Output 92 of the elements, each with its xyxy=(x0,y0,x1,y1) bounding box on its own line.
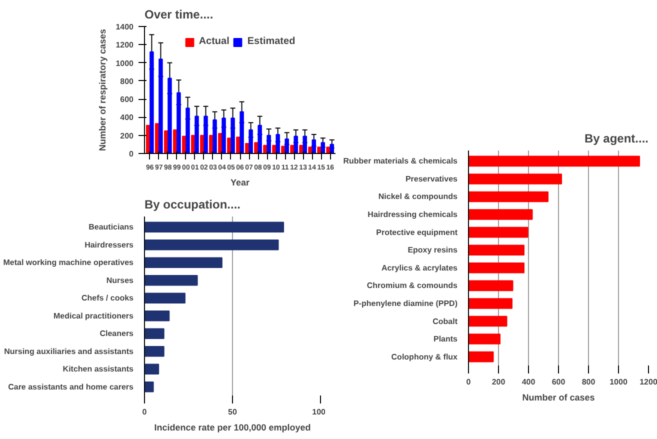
x-tick-label: 400 xyxy=(522,378,536,386)
y-tick-label: P-phenylene diamine (PPD) xyxy=(353,298,458,308)
y-tick-label: Preservatives xyxy=(405,174,458,184)
y-tick-label: Cobalt xyxy=(432,316,458,326)
bar xyxy=(144,381,154,392)
y-tick-label: 1200 xyxy=(116,40,134,50)
bar xyxy=(468,156,640,167)
y-tick-label: 400 xyxy=(120,113,134,122)
y-tick-label: Metal working machine operatives xyxy=(3,258,134,268)
bar xyxy=(144,240,279,250)
y-tick-label: 200 xyxy=(120,131,134,140)
bar xyxy=(468,280,514,292)
bar xyxy=(468,174,562,184)
bar xyxy=(212,119,217,154)
y-tick-label: Chefs / cooks xyxy=(81,294,134,303)
y-tick-label: Cleaners xyxy=(100,329,134,338)
bar xyxy=(248,129,253,154)
bar xyxy=(468,351,494,362)
bar xyxy=(144,310,170,322)
bar xyxy=(222,118,226,154)
bar xyxy=(326,146,330,154)
bar xyxy=(168,78,172,154)
bar xyxy=(144,275,198,286)
bar xyxy=(468,316,508,327)
y-tick-label: 800 xyxy=(120,76,134,86)
chart-title: By occupation.... xyxy=(144,198,241,212)
y-tick-label: Nursing auxiliaries and assistants xyxy=(4,346,134,356)
x-axis-title: Number of cases xyxy=(522,392,595,402)
x-tick-label: 600 xyxy=(552,378,566,386)
bar xyxy=(258,124,262,154)
bar xyxy=(317,146,322,154)
legend-label: Actual xyxy=(198,36,230,47)
x-tick-label: 200 xyxy=(492,378,506,386)
y-tick-label: Epoxy resins xyxy=(408,246,458,255)
x-tick-label: 0 xyxy=(142,408,148,416)
legend-label: Estimated xyxy=(247,36,296,47)
y-tick-label: Nickel & compounds xyxy=(378,192,458,202)
bar xyxy=(284,138,289,154)
bar xyxy=(468,262,524,274)
y-tick-label: Care assistants and home carers xyxy=(8,382,134,392)
bar xyxy=(240,111,244,154)
bar xyxy=(204,116,208,154)
bar xyxy=(468,191,548,202)
bar xyxy=(144,346,164,357)
x-tick-label: 50 xyxy=(228,408,238,416)
x-tick-label: 0 xyxy=(466,378,472,386)
y-tick-label: Nurses xyxy=(106,276,134,285)
y-tick-label: 1000 xyxy=(116,58,134,68)
x-axis-title: Year xyxy=(230,178,250,188)
bar xyxy=(144,292,186,304)
y-axis-title: Number of respiratory cases xyxy=(98,28,108,152)
y-tick-label: Medical practitioners xyxy=(53,311,134,320)
bar xyxy=(194,116,199,154)
bar xyxy=(468,226,528,238)
y-tick-label: Beauticians xyxy=(88,222,134,232)
y-tick-label: Hairdressing chemicals xyxy=(368,210,458,220)
y-tick-label: Hairdressers xyxy=(84,240,134,250)
bar xyxy=(144,222,284,233)
bar xyxy=(144,328,164,339)
bar xyxy=(266,134,271,154)
y-tick-label: Acrylics & acrylates xyxy=(381,263,458,272)
y-tick-label: Protective equipment xyxy=(376,228,458,237)
y-tick-label: 0 xyxy=(129,150,134,158)
y-tick-label: 1400 xyxy=(116,22,134,32)
x-tick-label: 1000 xyxy=(610,378,628,386)
bar xyxy=(468,209,533,220)
x-tick-label: 800 xyxy=(582,378,596,386)
y-tick-label: Plants xyxy=(433,334,458,344)
x-tick-label: 1200 xyxy=(640,378,657,386)
bar xyxy=(176,92,181,154)
y-tick-label: Rubber materials & chemicals xyxy=(343,156,458,166)
x-axis-title: Incidence rate per 100,000 employed xyxy=(154,422,311,432)
y-tick-label: Kitchen assistants xyxy=(62,364,134,374)
bar xyxy=(468,244,524,256)
chart-title: Over time.... xyxy=(144,8,214,22)
y-tick-label: Colophony & flux xyxy=(391,352,458,362)
bar xyxy=(468,334,500,344)
bar xyxy=(302,136,307,154)
bar xyxy=(144,364,160,374)
bar xyxy=(276,134,280,154)
x-tick-label: 100 xyxy=(312,408,326,416)
bar xyxy=(158,58,163,154)
y-tick-label: 600 xyxy=(120,95,134,104)
bar xyxy=(308,146,312,154)
bar xyxy=(150,51,154,154)
bar xyxy=(144,257,222,268)
bar xyxy=(186,108,190,154)
bar xyxy=(294,136,298,154)
bar xyxy=(230,118,235,154)
bar xyxy=(468,298,512,309)
y-tick-label: Chromium & comounds xyxy=(366,281,458,290)
chart-title: By agent.... xyxy=(584,132,648,146)
